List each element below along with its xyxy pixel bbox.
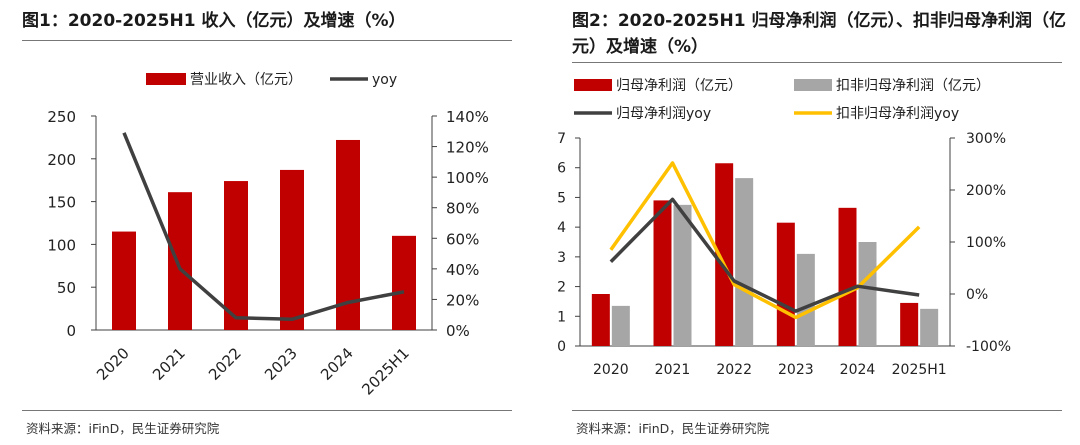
y-tick-label-right: 120%: [446, 139, 489, 157]
source-note: 资料来源：iFinD，民生证券研究院: [26, 421, 220, 436]
legend-label-np-deducted-yoy: 扣非归母净利润yoy: [836, 105, 959, 122]
y-tick-label-left: 200: [47, 151, 76, 169]
legend-label-yoy: yoy: [372, 72, 397, 88]
title-divider: [22, 40, 512, 41]
y-tick-label-left: 0: [557, 339, 566, 355]
bar-np-2023: [776, 222, 795, 346]
bar-np-deducted-2020: [611, 305, 630, 346]
y-tick-label-right: 100%: [966, 235, 1006, 251]
source-note: 资料来源：iFinD，民生证券研究院: [576, 421, 770, 436]
bar-revenue-2022: [224, 181, 248, 330]
bar-np-2025H1: [900, 302, 919, 346]
y-tick-label-left: 250: [47, 108, 76, 126]
y-tick-label-left: 50: [57, 279, 76, 297]
legend-label-revenue: 营业收入（亿元）: [190, 72, 302, 88]
bar-np-2024: [838, 207, 857, 346]
y-tick-label-left: 100: [47, 236, 76, 254]
x-tick-label: 2025H1: [358, 344, 412, 398]
bar-np-2022: [715, 163, 734, 346]
y-tick-label-right: 20%: [446, 291, 479, 309]
bar-np-deducted-2023: [796, 253, 815, 346]
bar-np-deducted-2024: [858, 242, 877, 346]
x-tick-label: 2021: [149, 344, 189, 384]
legend-swatch-np: [574, 79, 612, 91]
y-tick-label-right: 40%: [446, 261, 479, 279]
chart-title: 图2：2020-2025H1 归母净利润（亿元）、扣非归母净利润（亿元）及增速（…: [572, 11, 1066, 57]
y-tick-label-left: 5: [557, 190, 566, 206]
x-tick-label: 2024: [840, 362, 876, 378]
legend-label-np-yoy: 归母净利润yoy: [616, 105, 711, 122]
line-np-deducted-yoy: [609, 161, 921, 320]
chart-title: 图1：2020-2025H1 收入（亿元）及增速（%）: [22, 11, 406, 31]
line-np-yoy: [609, 197, 920, 313]
bar-revenue-2020: [112, 231, 136, 330]
bar-np-deducted-2021: [673, 204, 692, 346]
legend-swatch-np-deducted: [794, 79, 832, 91]
x-tick-label: 2022: [716, 362, 752, 378]
x-tick-label: 2020: [593, 362, 629, 378]
y-tick-label-left: 3: [557, 250, 566, 266]
line-yoy: [122, 132, 405, 322]
bar-np-deducted-2025H1: [920, 308, 939, 346]
y-tick-label-right: 300%: [966, 131, 1006, 147]
source-divider: [572, 410, 1062, 411]
bar-np-2021: [653, 200, 672, 346]
y-tick-label-right: 0%: [966, 287, 988, 303]
bar-revenue-2024: [336, 139, 360, 330]
y-tick-label-left: 0: [66, 322, 76, 340]
y-tick-label-left: 150: [47, 194, 76, 212]
y-tick-label-right: 140%: [446, 108, 489, 126]
y-tick-label-right: 60%: [446, 230, 479, 248]
x-tick-label: 2023: [261, 344, 301, 384]
y-tick-label-left: 7: [557, 131, 566, 147]
y-tick-label-right: 100%: [446, 169, 489, 187]
bar-revenue-2023: [280, 169, 304, 330]
legend-swatch-revenue: [146, 73, 186, 85]
chart-panel-revenue: 图1：2020-2025H1 收入（亿元）及增速（%） 营业收入（亿元） yoy 0…: [0, 0, 530, 445]
x-tick-label: 2022: [205, 344, 245, 384]
bar-revenue-2025H1: [392, 235, 416, 330]
chart-panel-profit: 图2：2020-2025H1 归母净利润（亿元）、扣非归母净利润（亿元）及增速（…: [550, 0, 1080, 445]
title-divider: [572, 62, 1062, 63]
bar-np-deducted-2022: [735, 178, 754, 346]
y-tick-label-left: 2: [557, 280, 566, 296]
y-tick-label-left: 1: [557, 309, 566, 325]
source-divider: [22, 410, 512, 411]
x-tick-label: 2021: [655, 362, 691, 378]
legend-label-np: 归母净利润（亿元）: [616, 77, 742, 94]
x-tick-label: 2023: [778, 362, 814, 378]
revenue-chart: 营业收入（亿元） yoy 0 50 100 150 200 250 0% 20% 40% 60% 80%…: [47, 72, 489, 398]
profit-chart: 归母净利润（亿元） 扣非归母净利润（亿元） 归母净利润yoy 扣非归母净利润yoy 0 1…: [557, 77, 1011, 378]
legend-label-np-deducted: 扣非归母净利润（亿元）: [836, 77, 990, 94]
x-tick-label: 2020: [93, 344, 133, 384]
bar-revenue-2021: [168, 192, 192, 330]
y-tick-label-right: -100%: [966, 339, 1011, 355]
y-tick-label-right: 200%: [966, 183, 1006, 199]
x-tick-label: 2024: [317, 344, 357, 384]
y-tick-label-right: 80%: [446, 200, 479, 218]
y-tick-label-right: 0%: [446, 322, 470, 340]
bar-np-2020: [591, 294, 610, 346]
y-tick-label-left: 4: [557, 220, 566, 236]
x-tick-label: 2025H1: [892, 362, 947, 378]
y-tick-label-left: 6: [557, 161, 566, 177]
